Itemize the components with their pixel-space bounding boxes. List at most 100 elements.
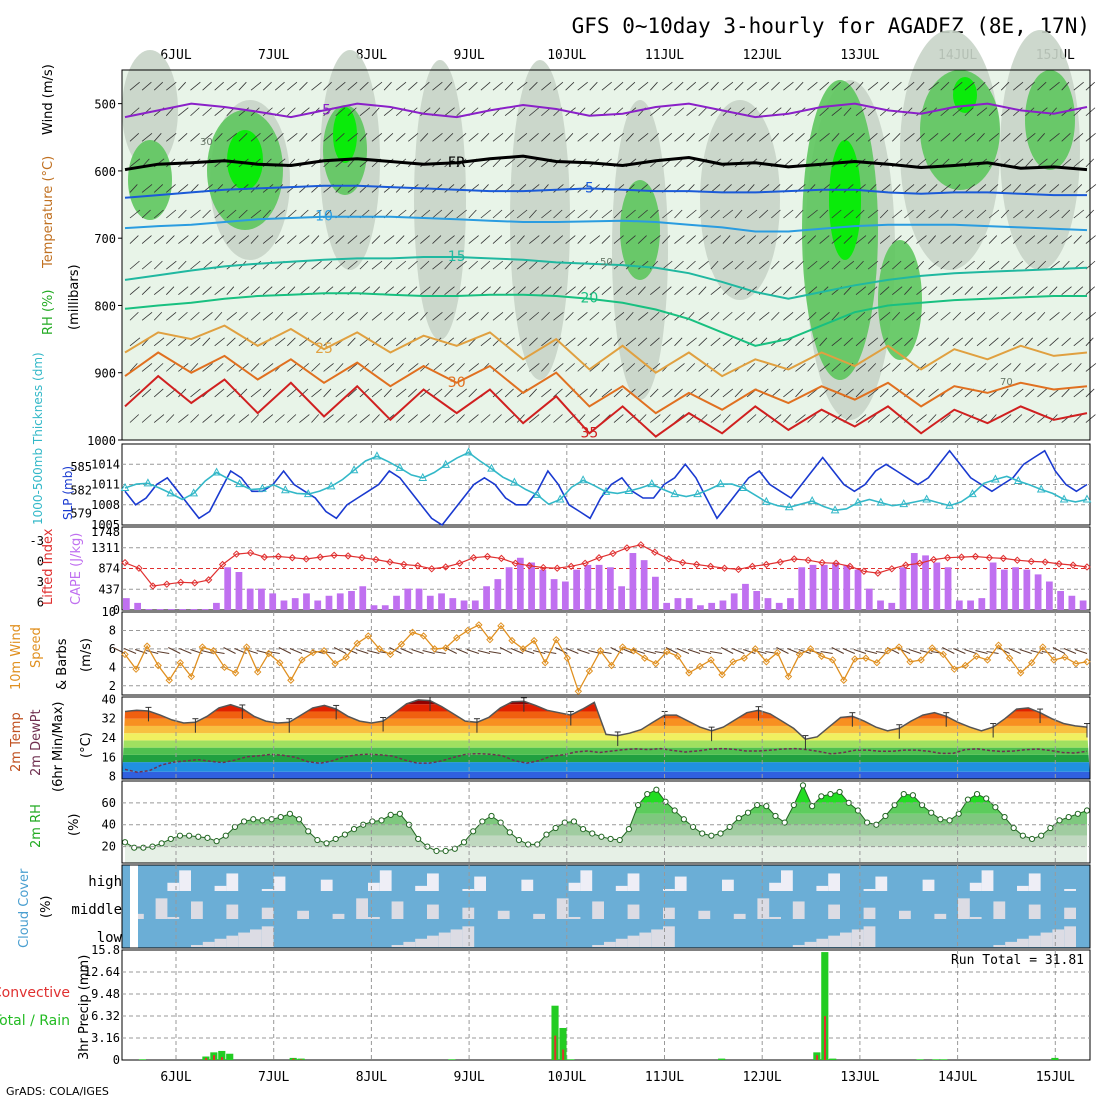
wind-barb (141, 235, 152, 244)
rh-point (470, 828, 477, 835)
wind-barb (662, 81, 673, 91)
wind-barb-10m (853, 649, 867, 654)
wind-barb (879, 286, 890, 295)
wind-barb (214, 363, 224, 372)
cloud-block (427, 873, 439, 891)
wind-barb (516, 81, 528, 91)
wind-barb (940, 286, 951, 295)
thickness-point (303, 489, 313, 498)
cape-bar (1057, 591, 1064, 610)
wind-barb (553, 286, 562, 295)
wind-barb (976, 107, 988, 117)
wind-barb (855, 260, 864, 270)
wind-barb (141, 363, 153, 372)
wind-barb (420, 260, 430, 270)
wind-barb-10m (411, 649, 424, 654)
rh-band-label: 70 (1000, 377, 1013, 388)
rh-point (442, 847, 449, 855)
wind-barb (529, 388, 538, 398)
wind-barb (1025, 286, 1035, 295)
wind-barb (323, 311, 334, 321)
wind-barb (444, 81, 453, 91)
wind-barb (553, 209, 563, 219)
wind-barb (819, 209, 829, 219)
wind-barb (371, 363, 382, 372)
rh-point (699, 830, 706, 837)
lifted-index-point (734, 565, 743, 574)
wind-speed-point (939, 650, 947, 659)
wind-barb (892, 337, 903, 347)
cloud-block (816, 885, 829, 891)
wind-barb (299, 133, 308, 142)
wind-barb (1085, 133, 1096, 142)
date-label-bottom: 7JUL (258, 1070, 289, 1085)
wind-barb (940, 311, 951, 321)
cloud-block (627, 873, 640, 891)
wind-barb (867, 107, 878, 117)
wind-barb (734, 209, 743, 219)
wind-barb (311, 235, 320, 244)
wind-barb-10m (1052, 647, 1066, 654)
wind-barb (722, 311, 733, 321)
wind-barb (395, 81, 407, 91)
wind-barb (541, 311, 550, 321)
wind-barb (420, 311, 428, 321)
lifted-index-point (678, 558, 687, 567)
wind-barb (650, 286, 661, 296)
wind-barb (867, 311, 878, 321)
cape-tick-label: 1748 (91, 525, 120, 539)
wind-barb (976, 311, 986, 321)
wind-barb (371, 388, 383, 398)
wind-barb (408, 260, 418, 270)
pressure-axis-label: (millibars) (67, 264, 82, 330)
thickness-line (124, 451, 1088, 512)
wind-barb (516, 414, 525, 423)
wind-barb (287, 184, 298, 193)
wind-barb (250, 209, 262, 219)
wind-barb (420, 209, 431, 219)
wind-barb (153, 388, 164, 398)
wind-barb (141, 414, 152, 423)
wind-tick-label: 8 (109, 623, 116, 637)
wind-barb (807, 286, 818, 295)
temperature-band (122, 699, 1090, 705)
rh-point (222, 832, 229, 839)
rh-point (369, 818, 376, 825)
rh-point (479, 818, 486, 825)
rh-point (295, 816, 303, 823)
wind-barb (129, 311, 139, 321)
wind-barb (637, 235, 647, 244)
wind-barb (444, 286, 455, 296)
wind-barb (892, 235, 902, 244)
rh-point (625, 826, 633, 833)
lifted-index-point (469, 554, 478, 562)
wind-barb (855, 184, 866, 193)
rh-point (314, 836, 321, 844)
wind-barb (347, 311, 359, 321)
wind-barb (468, 260, 478, 270)
temperature-band (122, 718, 1090, 726)
wind-barb (250, 260, 262, 270)
rh-tick-label: 20 (102, 840, 116, 854)
lifted-index-point (288, 554, 297, 562)
wind-barb (226, 209, 237, 219)
wind-barb (964, 414, 974, 423)
wind-barb (613, 235, 624, 244)
wind-barb (613, 286, 623, 295)
wind-barb (698, 337, 708, 347)
wind-barb (795, 133, 805, 142)
wind-barb (807, 337, 818, 347)
wind-speed-point (453, 634, 461, 642)
rh-tick-label: 60 (102, 796, 116, 810)
wind-barb (420, 414, 431, 423)
wind-barb-10m (743, 649, 756, 654)
wind-barb (311, 81, 322, 91)
wind-speed-point (618, 643, 627, 651)
precip-convective-bar (554, 1035, 557, 1060)
wind-barb (214, 133, 223, 142)
wind-barb (674, 388, 683, 398)
cloud-block (615, 885, 628, 891)
wind-barb (601, 209, 613, 219)
wind-barb (771, 286, 782, 296)
precip-tick-label: 9.48 (91, 987, 120, 1001)
